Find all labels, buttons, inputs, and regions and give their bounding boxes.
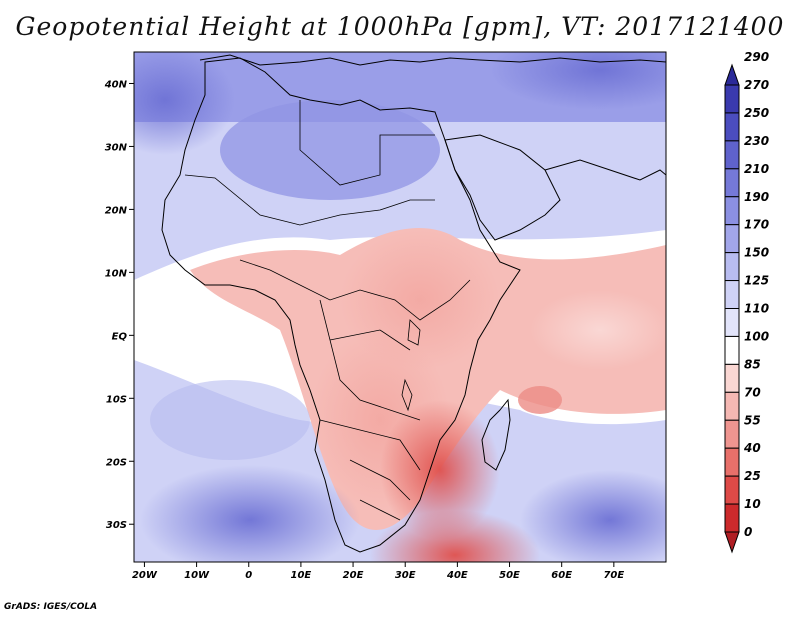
colorbar-level-label: 40 xyxy=(743,441,761,455)
lon-tick-label: 0 xyxy=(245,570,252,581)
longitude-axis: 20W 10W 0 10E 20E 30E 40E 50E 60E 70E xyxy=(132,562,624,581)
colorbar-segment xyxy=(724,224,740,254)
field-sw-high xyxy=(140,465,360,562)
map-frame xyxy=(133,51,667,563)
colorbar-segment xyxy=(724,280,740,309)
colorbar-level-label: 25 xyxy=(744,469,761,483)
field-southern-low-core xyxy=(370,510,540,562)
colorbar-level-label: 0 xyxy=(744,525,752,539)
colorbar-segment xyxy=(724,308,740,337)
field-sahara-high xyxy=(220,100,440,200)
lon-tick-label: 40E xyxy=(446,570,468,581)
asia-coast xyxy=(544,159,666,181)
field-south-atlantic xyxy=(150,380,310,460)
height-field xyxy=(134,52,666,562)
lat-tick-label: 30N xyxy=(105,142,128,153)
colorbar-segment xyxy=(724,252,740,282)
colorbar-segment xyxy=(724,168,740,198)
lat-tick-label: 10N xyxy=(105,268,128,279)
field-indian-ocean-pale xyxy=(530,290,666,370)
field-south-low xyxy=(380,400,500,540)
colorbar-segment xyxy=(724,419,740,449)
colorbar-level-label: 210 xyxy=(744,162,769,176)
latitude-axis: 40N 30N 20N 10N EQ 10S 20S 30S xyxy=(104,79,134,531)
colorbar-segment xyxy=(724,503,740,533)
madagascar xyxy=(481,398,511,471)
lat-tick-label: EQ xyxy=(112,331,128,342)
border-south xyxy=(319,419,421,521)
africa-coastline xyxy=(161,57,521,553)
lat-tick-label: 10S xyxy=(106,394,127,405)
lat-tick-label: 20S xyxy=(106,457,127,468)
colorbar-level-label: 230 xyxy=(744,134,769,148)
arabian-peninsula xyxy=(444,134,561,241)
colorbar-level-label: 190 xyxy=(744,190,769,204)
colorbar-level-label: 290 xyxy=(744,50,769,64)
colorbar-level-label: 250 xyxy=(744,106,769,120)
lon-tick-label: 10W xyxy=(184,570,210,581)
colorbar-level-label: 150 xyxy=(744,246,769,260)
field-se-high xyxy=(520,470,666,562)
colorbar-segment xyxy=(724,196,740,226)
lat-tick-label: 20N xyxy=(105,205,128,216)
colorbar-segment xyxy=(724,363,740,393)
lon-tick-label: 10E xyxy=(291,570,312,581)
colorbar-segment xyxy=(724,140,740,170)
lon-tick-label: 60E xyxy=(551,570,572,581)
coastlines-borders xyxy=(161,54,666,553)
lon-tick-label: 20E xyxy=(343,570,364,581)
colorbar-segment xyxy=(724,447,740,477)
colorbar: 0 10 25 40 55 70 85 100 110 125 150 170 190 210 230 250… xyxy=(724,50,769,554)
lon-tick-label: 20W xyxy=(132,570,158,581)
lat-tick-label: 30S xyxy=(106,520,127,531)
grads-credit: GrADS: IGES/COLA xyxy=(4,602,98,612)
colorbar-level-label: 270 xyxy=(744,78,769,92)
border-north xyxy=(184,100,435,226)
field-indian-ocean-low xyxy=(518,386,562,414)
colorbar-level-label: 170 xyxy=(744,218,769,232)
border-central xyxy=(239,259,471,421)
europe-coast xyxy=(199,54,666,66)
field-nw-high xyxy=(134,52,235,155)
map-title: Geopotential Height at 1000hPa [gpm], VT… xyxy=(15,12,785,41)
colorbar-level-label: 70 xyxy=(744,385,761,399)
colorbar-level-label: 55 xyxy=(744,413,761,427)
colorbar-level-label: 10 xyxy=(744,497,761,511)
lon-tick-label: 70E xyxy=(603,570,624,581)
colorbar-max-triangle xyxy=(724,63,740,86)
colorbar-level-label: 125 xyxy=(744,274,769,288)
field-ne-high xyxy=(490,52,666,110)
colorbar-level-label: 100 xyxy=(744,329,769,343)
colorbar-level-label: 85 xyxy=(744,357,761,371)
lat-tick-label: 40N xyxy=(104,79,128,90)
great-lakes xyxy=(401,319,421,412)
colorbar-min-triangle xyxy=(724,531,740,554)
colorbar-segment xyxy=(724,475,740,505)
colorbar-segment xyxy=(724,335,740,365)
colorbar-segment xyxy=(724,391,740,421)
lon-tick-label: 30E xyxy=(395,570,416,581)
colorbar-level-label: 110 xyxy=(744,302,769,316)
colorbar-segment xyxy=(724,112,740,142)
colorbar-segment xyxy=(724,84,740,114)
lon-tick-label: 50E xyxy=(499,570,520,581)
